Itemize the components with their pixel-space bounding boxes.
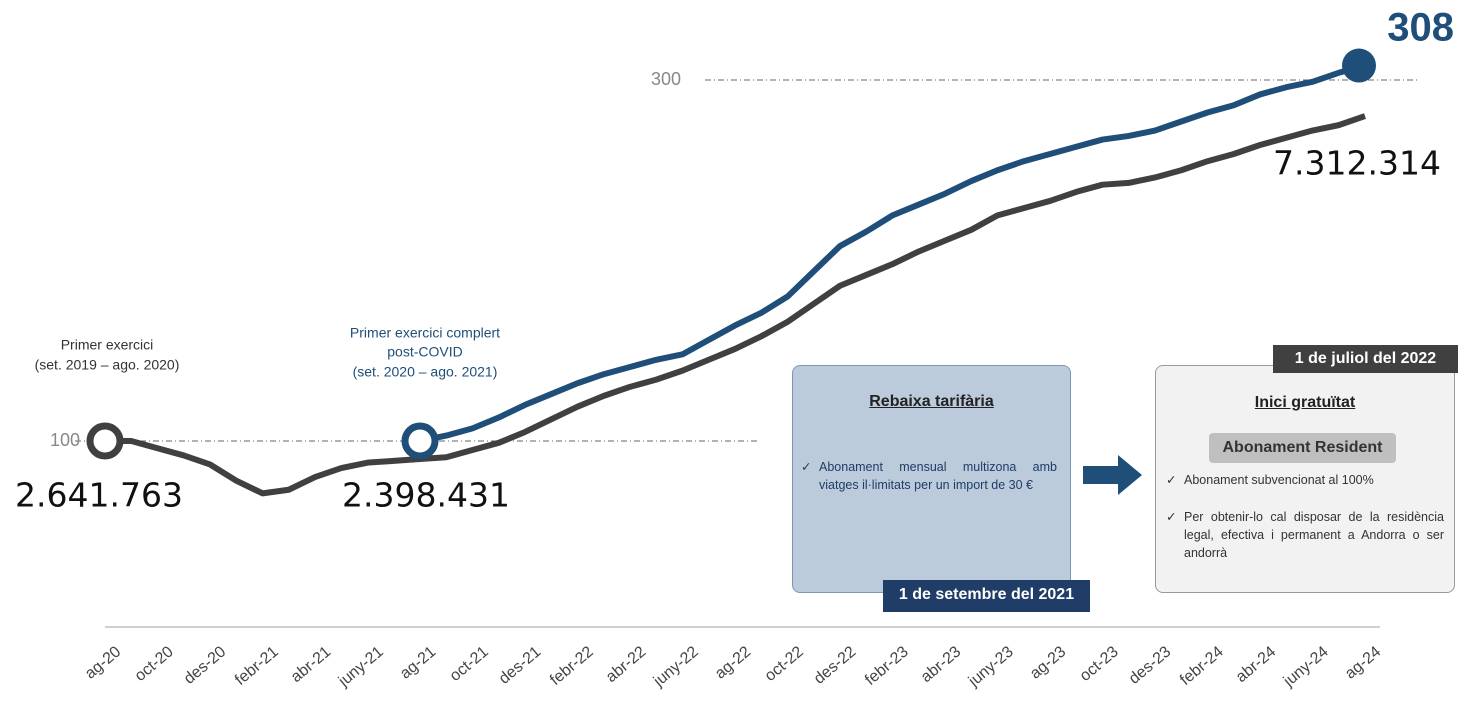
count-label: 7.312.314	[1273, 144, 1441, 183]
x-tick-label: juny-23	[965, 643, 1017, 690]
note-line: Primer exercici	[61, 337, 154, 353]
box-title: Rebaixa tarifària	[869, 393, 994, 410]
counts: 2.641.763 2.398.431 7.312.314	[15, 144, 1441, 515]
series-line	[419, 62, 1366, 444]
x-tick-label: ag-20	[82, 643, 124, 682]
box-item: Abonament subvencionat al 100%	[1164, 471, 1444, 489]
note-line: Primer exercici complert	[350, 325, 500, 341]
x-tick-label: oct-23	[1077, 643, 1122, 685]
start-marker	[86, 422, 124, 460]
arrow	[1083, 455, 1142, 495]
x-tick-label: ag-24	[1342, 643, 1384, 682]
note-line: post-COVID	[387, 344, 462, 360]
x-tick-label: febr-24	[1177, 643, 1227, 689]
y-tick-label: 300	[651, 69, 681, 89]
box-fare-cut: Rebaixa tarifària Abonament mensual mult…	[792, 365, 1071, 593]
box-item: Per obtenir-lo cal disposar de la residè…	[1164, 508, 1444, 562]
x-tick-label: abr-24	[1233, 643, 1279, 686]
y-tick-label: 100	[50, 430, 80, 450]
note-first-year: Primer exercici (set. 2019 – ago. 2020)	[35, 337, 180, 373]
box-subtitle: Abonament Resident	[1209, 433, 1396, 463]
start-marker	[401, 422, 439, 460]
x-tick-label: febr-21	[232, 643, 282, 689]
box-item: Abonament mensual multizona amb viatges …	[799, 458, 1057, 494]
x-tick-label: febr-23	[862, 643, 912, 689]
x-tick-label: des-23	[1126, 643, 1174, 688]
x-tick-label: juny-21	[335, 643, 387, 690]
x-tick-label: des-20	[181, 643, 229, 688]
series-line	[105, 113, 1366, 497]
x-tick-label: oct-21	[447, 643, 492, 685]
date-tag: 1 de juliol del 2022	[1273, 345, 1458, 373]
box-free: Inici gratuïtat Abonament Resident Abona…	[1155, 365, 1455, 593]
x-tick-label: juny-22	[650, 643, 702, 690]
x-tick-label: abr-21	[288, 643, 334, 686]
x-tick-label: febr-22	[547, 643, 597, 689]
x-tick-label: abr-22	[603, 643, 649, 686]
count-label: 2.641.763	[15, 476, 183, 515]
x-tick-label: oct-22	[762, 643, 807, 685]
x-tick-label: abr-23	[918, 643, 964, 686]
x-tick-label: ag-22	[712, 643, 754, 682]
note-line: (set. 2019 – ago. 2020)	[35, 357, 180, 373]
end-value-label: 308	[1387, 6, 1454, 50]
x-tick-label: oct-20	[132, 643, 177, 685]
end-marker	[1342, 48, 1376, 83]
date-tag: 1 de setembre del 2021	[883, 580, 1090, 612]
note-post-covid: Primer exercici complert post-COVID (set…	[350, 325, 500, 380]
x-tick-label: des-21	[496, 643, 544, 688]
note-line: (set. 2020 – ago. 2021)	[353, 364, 498, 380]
x-tick-label: des-22	[811, 643, 859, 688]
x-tick-label: ag-23	[1027, 643, 1069, 682]
count-label: 2.398.431	[342, 476, 510, 515]
x-tick-label: juny-24	[1280, 643, 1332, 690]
box-title: Inici gratuïtat	[1254, 394, 1356, 411]
x-tick-label: ag-21	[397, 643, 439, 682]
